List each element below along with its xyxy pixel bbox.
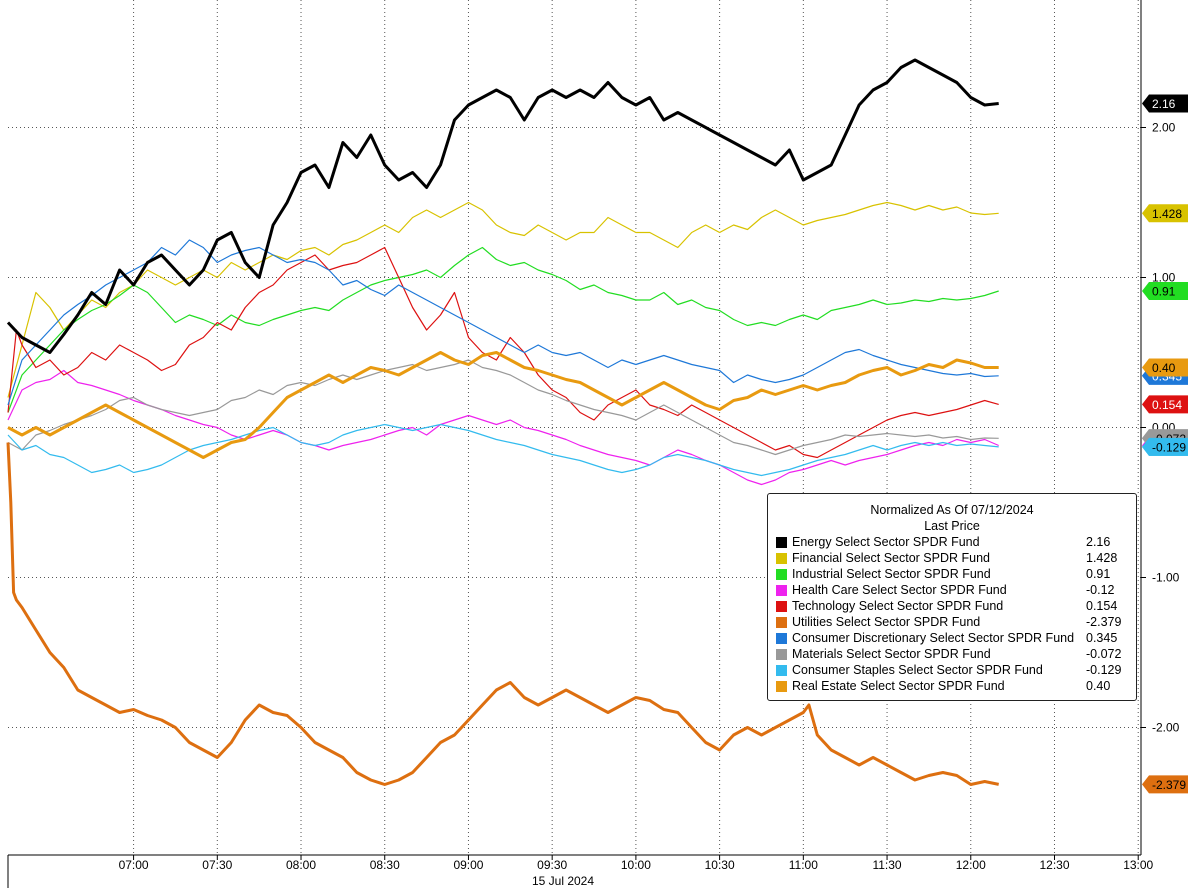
x-tick-label: 10:30: [705, 858, 735, 872]
legend-rows: Energy Select Sector SPDR Fund 2.16 Financ…: [776, 534, 1128, 694]
legend-series-name: Utilities Select Sector SPDR Fund: [792, 615, 981, 629]
legend-series-value: 0.40: [1086, 679, 1111, 693]
last-value-tag-8-text: -0.129: [1152, 440, 1186, 454]
x-tick-label: 13:00: [1123, 858, 1153, 872]
last-value-tag-0: 2.16: [1142, 94, 1188, 113]
legend-item: Utilities Select Sector SPDR Fund -2.379: [776, 614, 1128, 630]
legend-series-name: Consumer Discretionary Select Sector SPD…: [792, 631, 1075, 645]
legend-item: Technology Select Sector SPDR Fund 0.154: [776, 598, 1128, 614]
series-line-6: [7, 239, 999, 406]
legend-swatch: [776, 568, 787, 580]
legend-series-value: -0.12: [1086, 583, 1115, 597]
legend-series-name: Energy Select Sector SPDR Fund: [792, 535, 980, 549]
last-value-tag-5-bg: [1142, 775, 1188, 794]
last-value-tag-1-text: 1.428: [1152, 207, 1182, 221]
legend-item: Consumer Staples Select Sector SPDR Fund…: [776, 662, 1128, 678]
legend-swatch: [776, 664, 787, 676]
legend-series-value: -0.072: [1086, 647, 1122, 661]
legend-item: Health Care Select Sector SPDR Fund -0.12: [776, 582, 1128, 598]
x-tick-label: 12:30: [1039, 858, 1069, 872]
legend-series-name: Consumer Staples Select Sector SPDR Fund: [792, 663, 1043, 677]
legend-series-value: 0.345: [1086, 631, 1118, 645]
legend-swatch: [776, 536, 787, 548]
legend-title: Normalized As Of 07/12/2024: [870, 503, 1034, 517]
last-value-tag-5: -2.379: [1142, 775, 1188, 794]
last-value-tag-8-bg: [1142, 437, 1188, 456]
legend-series-name: Financial Select Sector SPDR Fund: [792, 551, 991, 565]
x-tick-label: 12:00: [956, 858, 986, 872]
series-line-4: [7, 246, 999, 459]
series-line-7: [7, 359, 999, 456]
series-line-9: [7, 351, 999, 459]
x-tick-label: 09:00: [453, 858, 483, 872]
legend-swatch: [776, 680, 787, 692]
last-value-tag-9-text: 0.40: [1152, 361, 1176, 375]
last-value-tag-5-text: -2.379: [1152, 778, 1186, 792]
last-value-tag-2: 0.91: [1142, 282, 1188, 300]
legend-series-name: Materials Select Sector SPDR Fund: [792, 647, 991, 661]
legend-item: Industrial Select Sector SPDR Fund 0.91: [776, 566, 1128, 582]
x-axis-ticks: 07:00 07:30 08:00 08:30 09:00 09:30 10:00 10:30…: [119, 855, 1154, 872]
x-tick-label: 11:30: [872, 858, 901, 872]
legend-item: Real Estate Select Sector SPDR Fund 0.40: [776, 678, 1128, 694]
last-value-tag-0-text: 2.16: [1152, 97, 1176, 111]
legend-swatch: [776, 616, 787, 628]
last-value-tags: 0.345-0.072-0.1292.161.4280.91-0.120.154…: [1142, 94, 1188, 794]
legend-series-value: 0.154: [1086, 599, 1118, 613]
series-line-3: [7, 369, 999, 486]
legend-series-value: -0.129: [1086, 663, 1122, 677]
last-value-tag-2-text: 0.91: [1152, 285, 1176, 299]
date-label: 15 Jul 2024: [532, 874, 594, 888]
last-value-tag-4-text: 0.154: [1152, 398, 1182, 412]
series-line-5: [6, 442, 1000, 786]
legend-item: Financial Select Sector SPDR Fund 1.428: [776, 550, 1128, 566]
y-tick-label: -2.00: [1152, 721, 1180, 735]
last-value-tag-1: 1.428: [1142, 204, 1188, 223]
last-value-tag-9: 0.40: [1142, 358, 1188, 377]
x-tick-label: 09:30: [537, 858, 567, 872]
legend: Normalized As Of 07/12/2024 Last Price E…: [767, 493, 1137, 701]
legend-item: Materials Select Sector SPDR Fund -0.072: [776, 646, 1128, 662]
legend-series-name: Health Care Select Sector SPDR Fund: [792, 583, 1007, 597]
legend-series-value: 0.91: [1086, 567, 1111, 581]
legend-swatch: [776, 600, 787, 612]
series-line-2: [7, 246, 999, 413]
series-line-1: [7, 201, 999, 398]
y-tick-label: 1.00: [1152, 271, 1176, 285]
legend-series-value: -2.379: [1086, 615, 1122, 629]
x-tick-label: 07:00: [119, 858, 149, 872]
x-tick-label: 11:00: [789, 858, 818, 872]
legend-swatch: [776, 632, 787, 644]
x-tick-label: 08:30: [370, 858, 400, 872]
legend-subtitle: Last Price: [924, 519, 980, 533]
y-tick-label: 2.00: [1152, 121, 1176, 135]
legend-swatch: [776, 584, 787, 596]
last-value-tag-1-bg: [1142, 204, 1188, 223]
last-value-tag-0-bg: [1142, 94, 1188, 113]
legend-item: Consumer Discretionary Select Sector SPD…: [776, 630, 1128, 646]
legend-swatch: [776, 648, 787, 660]
legend-item: Energy Select Sector SPDR Fund 2.16: [776, 534, 1128, 550]
y-tick-label: -1.00: [1152, 571, 1180, 585]
x-tick-label: 08:00: [286, 858, 316, 872]
last-value-tag-9-bg: [1142, 358, 1188, 377]
series-lines: [6, 58, 1000, 786]
last-value-tag-8: -0.129: [1142, 437, 1188, 456]
series-line-8: [7, 423, 999, 477]
legend-swatch: [776, 552, 787, 564]
series-line-0: [6, 58, 999, 354]
x-tick-label: 10:00: [621, 858, 651, 872]
legend-series-value: 2.16: [1086, 535, 1111, 549]
x-tick-label: 07:30: [202, 858, 232, 872]
legend-series-name: Real Estate Select Sector SPDR Fund: [792, 679, 1005, 693]
last-value-tag-4-bg: [1142, 395, 1188, 414]
legend-series-name: Industrial Select Sector SPDR Fund: [792, 567, 991, 581]
last-value-tag-4: 0.154: [1142, 395, 1188, 414]
legend-series-value: 1.428: [1086, 551, 1118, 565]
last-value-tag-2-bg: [1142, 282, 1188, 300]
legend-series-name: Technology Select Sector SPDR Fund: [792, 599, 1004, 613]
y-axis-ticks: 2.001.000.00-1.00-2.00: [1141, 121, 1180, 735]
gridlines: [8, 0, 1141, 855]
